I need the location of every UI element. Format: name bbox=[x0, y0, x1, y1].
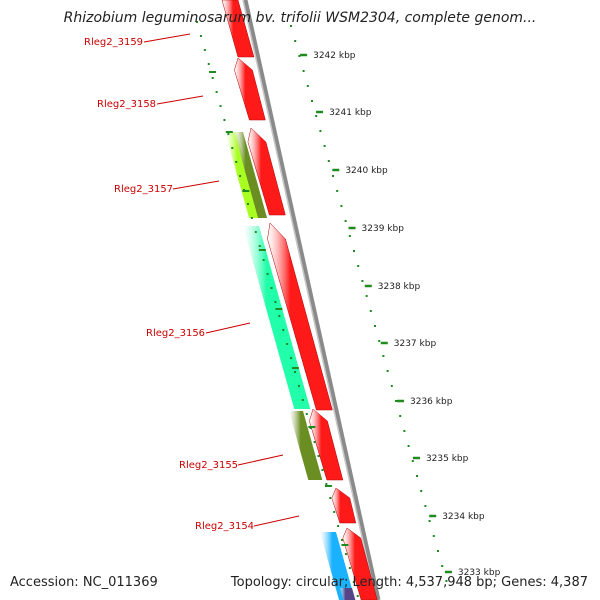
gene-rleg2-3157-segment-a bbox=[225, 132, 261, 218]
forward-cds-gene bbox=[331, 487, 357, 524]
gene-label[interactable]: Rleg2_3159 bbox=[84, 37, 143, 48]
forward-cds-gene bbox=[221, 0, 255, 58]
backbone-highlight bbox=[242, 0, 377, 600]
gene-label-leader bbox=[253, 515, 300, 527]
kbp-tick-label: 3241 kbp bbox=[329, 108, 372, 118]
forward-cds-gene bbox=[267, 222, 333, 411]
accession-text: Accession: NC_011369 bbox=[10, 575, 158, 590]
gene-rleg2-3152 bbox=[340, 588, 356, 600]
gene-label-leader bbox=[172, 180, 220, 190]
forward-cds-gene bbox=[342, 527, 378, 600]
kbp-tick-label: 3236 kbp bbox=[410, 397, 453, 407]
kbp-tick-label: 3234 kbp bbox=[442, 512, 485, 522]
forward-cds-gene bbox=[234, 57, 266, 121]
map-title: Rhizobium leguminosarum bv. trifolii WSM… bbox=[63, 10, 537, 26]
kbp-tick-label: 3239 kbp bbox=[362, 224, 405, 234]
kbp-tick-label: 3242 kbp bbox=[313, 51, 356, 61]
forward-cds-gene bbox=[247, 127, 286, 216]
gene-label[interactable]: Rleg2_3157 bbox=[114, 184, 173, 195]
kbp-tick-label: 3237 kbp bbox=[394, 339, 437, 349]
gene-label[interactable]: Rleg2_3156 bbox=[146, 328, 205, 339]
kbp-tick-label: 3235 kbp bbox=[426, 454, 469, 464]
gene-label-leader bbox=[156, 95, 204, 105]
gene-label-leader bbox=[237, 454, 284, 466]
gene-rleg2-3155 bbox=[289, 411, 323, 480]
kbp-tick-label: 3240 kbp bbox=[345, 166, 388, 176]
gene-label-leader bbox=[143, 33, 191, 43]
gene-label[interactable]: Rleg2_3155 bbox=[179, 460, 238, 471]
forward-cds-gene bbox=[309, 408, 344, 481]
gene-label-leader bbox=[205, 322, 251, 334]
gene-rleg2-3157-segment-b bbox=[234, 132, 268, 218]
kbp-tick-label: 3238 kbp bbox=[378, 282, 421, 292]
gene-label[interactable]: Rleg2_3158 bbox=[97, 99, 156, 110]
kbp-tick-label: 3233 kbp bbox=[458, 568, 501, 578]
backbone-line bbox=[242, 0, 381, 600]
gene-label[interactable]: Rleg2_3154 bbox=[195, 521, 254, 532]
gene-rleg2-3156 bbox=[243, 226, 311, 409]
gene-rleg2-3153 bbox=[320, 532, 356, 600]
topology-text: Topology: circular; Length: 4,537,948 bp… bbox=[230, 575, 588, 590]
